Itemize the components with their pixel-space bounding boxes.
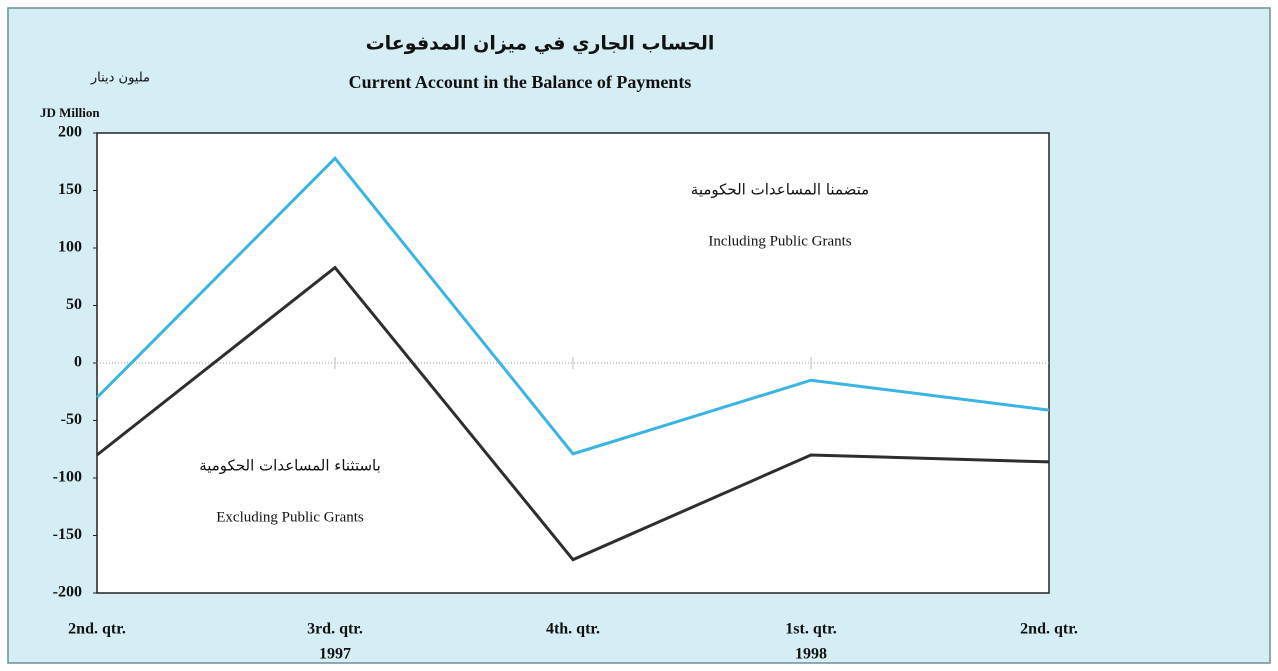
series-label-ar: متضمنا المساعدات الحكومية [691,181,869,199]
series-line [96,265,1050,562]
y-label-ar: مليون دينار [90,71,150,86]
y-tick-label: -50 [61,411,82,428]
y-tick-label: 50 [66,296,82,313]
x-tick-label: 3rd. qtr. [307,621,363,638]
series-label-ar: باستثناء المساعدات الحكومية [199,457,381,475]
x-tick-label: 1st. qtr. [785,621,836,638]
y-tick-label: 100 [58,239,82,256]
chart-title: Current Account in the Balance of Paymen… [349,72,692,92]
series-label: Excluding Public Grants [216,509,364,525]
y-tick-label: 200 [58,124,82,141]
y-tick-label: -200 [53,584,82,601]
title-ar: الحساب الجاري في ميزان المدفوعات [366,33,715,56]
y-tick-label: -100 [53,469,82,486]
x-tick-label: 2nd. qtr. [1020,621,1078,638]
x-year-label: 1998 [795,646,827,663]
y-tick-label: 0 [74,354,82,371]
x-tick-label: 4th. qtr. [546,621,600,638]
series-line [95,156,1050,456]
series-label: Including Public Grants [708,233,851,249]
y-label: JD Million [40,105,100,120]
y-tick-label: 150 [58,181,82,198]
y-tick-label: -150 [53,526,82,543]
x-tick-label: 2nd. qtr. [68,621,126,638]
x-year-label: 1997 [319,646,351,663]
